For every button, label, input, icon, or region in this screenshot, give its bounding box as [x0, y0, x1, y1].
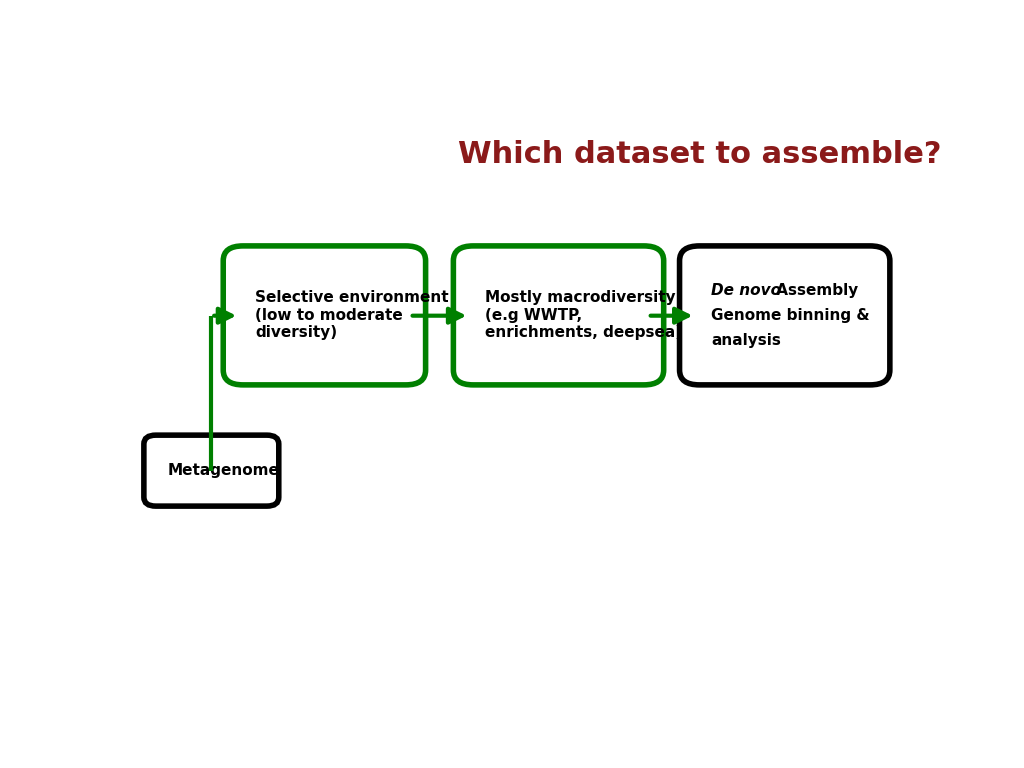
- Text: Genome binning &: Genome binning &: [712, 308, 870, 323]
- FancyBboxPatch shape: [680, 246, 890, 385]
- Text: Assembly: Assembly: [771, 283, 858, 298]
- Text: Metagenome: Metagenome: [168, 463, 280, 478]
- Text: analysis: analysis: [712, 333, 781, 348]
- Text: Which dataset to assemble?: Which dataset to assemble?: [458, 140, 941, 169]
- Text: De novo: De novo: [712, 283, 781, 298]
- FancyBboxPatch shape: [223, 246, 426, 385]
- FancyBboxPatch shape: [143, 435, 279, 506]
- FancyBboxPatch shape: [454, 246, 664, 385]
- Text: Selective environment
(low to moderate
diversity): Selective environment (low to moderate d…: [255, 290, 449, 340]
- Text: Mostly macrodiversity
(e.g WWTP,
enrichments, deepsea): Mostly macrodiversity (e.g WWTP, enrichm…: [485, 290, 682, 340]
